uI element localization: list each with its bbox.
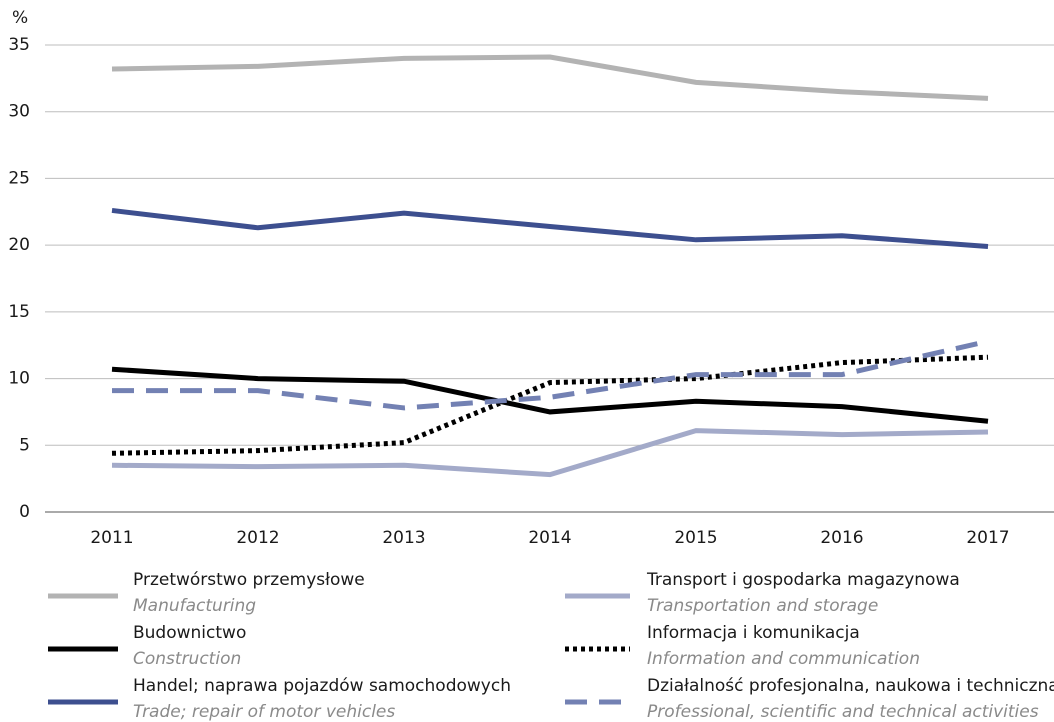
x-tick-label: 2015: [674, 528, 717, 548]
x-tick-label: 2017: [966, 528, 1009, 548]
y-tick-label: 35: [8, 35, 30, 55]
legend-label: Budownictwo: [133, 623, 246, 643]
x-tick-label: 2013: [382, 528, 425, 548]
x-tick-label: 2014: [528, 528, 571, 548]
legend-label: Przetwórstwo przemysłowe: [133, 570, 365, 590]
legend-label-en: Trade; repair of motor vehicles: [133, 702, 395, 722]
x-tick-label: 2012: [236, 528, 279, 548]
y-tick-label: 25: [8, 168, 30, 188]
y-tick-label: 20: [8, 235, 30, 255]
series-line: [111, 366, 989, 424]
legend-label-en: Professional, scientific and technical a…: [647, 702, 1039, 722]
series-line: [111, 354, 989, 456]
legend-label: Transport i gospodarka magazynowa: [646, 570, 960, 590]
legend-label: Działalność profesjonalna, naukowa i tec…: [647, 676, 1054, 696]
x-tick-label: 2011: [90, 528, 133, 548]
series-line: [112, 338, 989, 411]
series-line: [111, 207, 989, 249]
y-axis-label: %: [12, 8, 28, 28]
y-tick-label: 30: [8, 102, 30, 122]
series-line: [111, 428, 989, 478]
x-tick-label: 2016: [820, 528, 863, 548]
y-tick-label: 0: [19, 502, 30, 522]
legend-label: Informacja i komunikacja: [647, 623, 860, 643]
legend-label: Handel; naprawa pojazdów samochodowych: [133, 676, 511, 696]
series-line: [111, 54, 989, 101]
y-tick-label: 15: [8, 302, 30, 322]
legend-label-en: Information and communication: [647, 649, 920, 669]
legend-label-en: Transportation and storage: [647, 596, 878, 616]
legend-label-en: Construction: [133, 649, 241, 669]
legend-label-en: Manufacturing: [133, 596, 256, 616]
y-tick-label: 5: [19, 435, 30, 455]
y-tick-label: 10: [8, 369, 30, 389]
